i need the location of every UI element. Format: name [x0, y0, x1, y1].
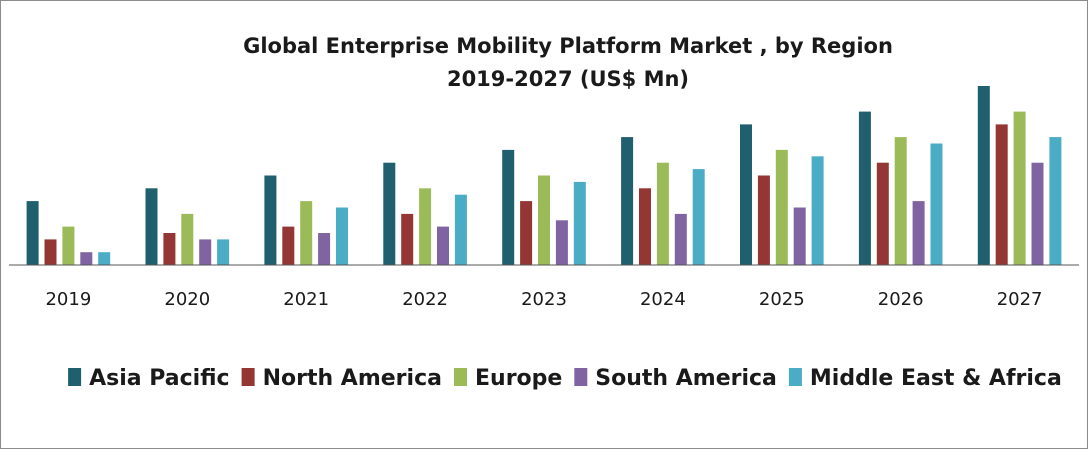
bar-asia-pacific-2021 [264, 175, 277, 265]
bar-south-america-2023 [555, 220, 568, 266]
bar-europe-2019 [62, 226, 75, 265]
bar-north-america-2022 [401, 213, 414, 265]
x-tick-label-2019: 2019 [45, 289, 91, 310]
bar-south-america-2024 [674, 213, 687, 265]
x-tick-label-2025: 2025 [759, 289, 805, 310]
bar-middle-east-africa-2025 [811, 156, 824, 265]
bar-europe-2022 [419, 188, 432, 265]
bar-europe-2025 [775, 149, 788, 265]
bar-south-america-2019 [80, 252, 93, 265]
legend-swatch-north-america [241, 368, 255, 386]
x-tick-label-2020: 2020 [164, 289, 210, 310]
legend-swatch-asia-pacific [68, 368, 82, 386]
bar-north-america-2026 [876, 162, 889, 265]
bar-asia-pacific-2027 [977, 86, 990, 265]
bar-middle-east-africa-2019 [98, 252, 111, 265]
bar-asia-pacific-2025 [740, 124, 752, 266]
bar-south-america-2022 [437, 226, 449, 265]
legend-swatch-europe [454, 368, 467, 386]
bar-europe-2023 [538, 175, 550, 265]
bar-south-america-2020 [199, 239, 212, 265]
bar-middle-east-africa-2022 [454, 194, 467, 265]
bar-asia-pacific-2019 [26, 201, 39, 265]
bar-europe-2027 [1013, 111, 1026, 265]
legend-swatch-middle-east-africa [788, 368, 802, 386]
bar-north-america-2025 [757, 175, 770, 265]
bar-north-america-2020 [163, 233, 176, 265]
x-tick-label-2021: 2021 [283, 289, 329, 310]
x-tick-label-2027: 2027 [997, 289, 1043, 310]
bar-north-america-2019 [44, 239, 57, 265]
bar-middle-east-africa-2021 [336, 207, 348, 265]
bar-europe-2020 [181, 213, 194, 265]
x-tick-label-2024: 2024 [640, 289, 686, 310]
bar-asia-pacific-2024 [621, 137, 634, 265]
bar-middle-east-africa-2023 [573, 181, 586, 265]
bar-south-america-2026 [912, 201, 925, 265]
bar-europe-2024 [656, 162, 669, 265]
bar-middle-east-africa-2024 [692, 169, 705, 265]
bar-north-america-2027 [995, 124, 1008, 266]
legend-swatch-south-america [574, 368, 588, 386]
legend-label-asia-pacific: Asia Pacific [89, 366, 229, 391]
bar-south-america-2021 [318, 233, 331, 265]
bar-north-america-2021 [282, 226, 295, 265]
bar-asia-pacific-2020 [145, 188, 158, 265]
bar-north-america-2023 [520, 201, 533, 265]
bar-south-america-2025 [793, 207, 806, 265]
chart-title: Global Enterprise Mobility Platform Mark… [243, 34, 893, 58]
legend-label-north-america: North America [263, 366, 442, 391]
x-tick-labels: 2019 2020 2021 2022 2023 2024 2025 2026 2027 [45, 289, 1042, 310]
x-tick-label-2023: 2023 [521, 289, 567, 310]
bar-middle-east-africa-2026 [930, 143, 943, 265]
bar-middle-east-africa-2027 [1049, 137, 1062, 265]
bar-asia-pacific-2023 [502, 149, 515, 265]
legend: Asia Pacific North America Europe South Ame… [68, 366, 1062, 391]
x-tick-label-2022: 2022 [402, 289, 448, 310]
chart-subtitle: 2019-2027 (US$ Mn) [447, 67, 689, 91]
bar-asia-pacific-2026 [858, 111, 871, 265]
bars-layer [26, 86, 1062, 266]
bar-north-america-2024 [639, 188, 651, 265]
bar-asia-pacific-2022 [383, 162, 396, 265]
bar-middle-east-africa-2020 [217, 239, 230, 265]
legend-label-south-america: South America [595, 366, 777, 391]
legend-label-middle-east-africa: Middle East & Africa [810, 366, 1062, 391]
bar-south-america-2027 [1031, 162, 1044, 265]
legend-label-europe: Europe [475, 366, 562, 391]
x-tick-label-2026: 2026 [878, 289, 924, 310]
bar-europe-2021 [300, 201, 313, 265]
bar-europe-2026 [894, 137, 907, 265]
